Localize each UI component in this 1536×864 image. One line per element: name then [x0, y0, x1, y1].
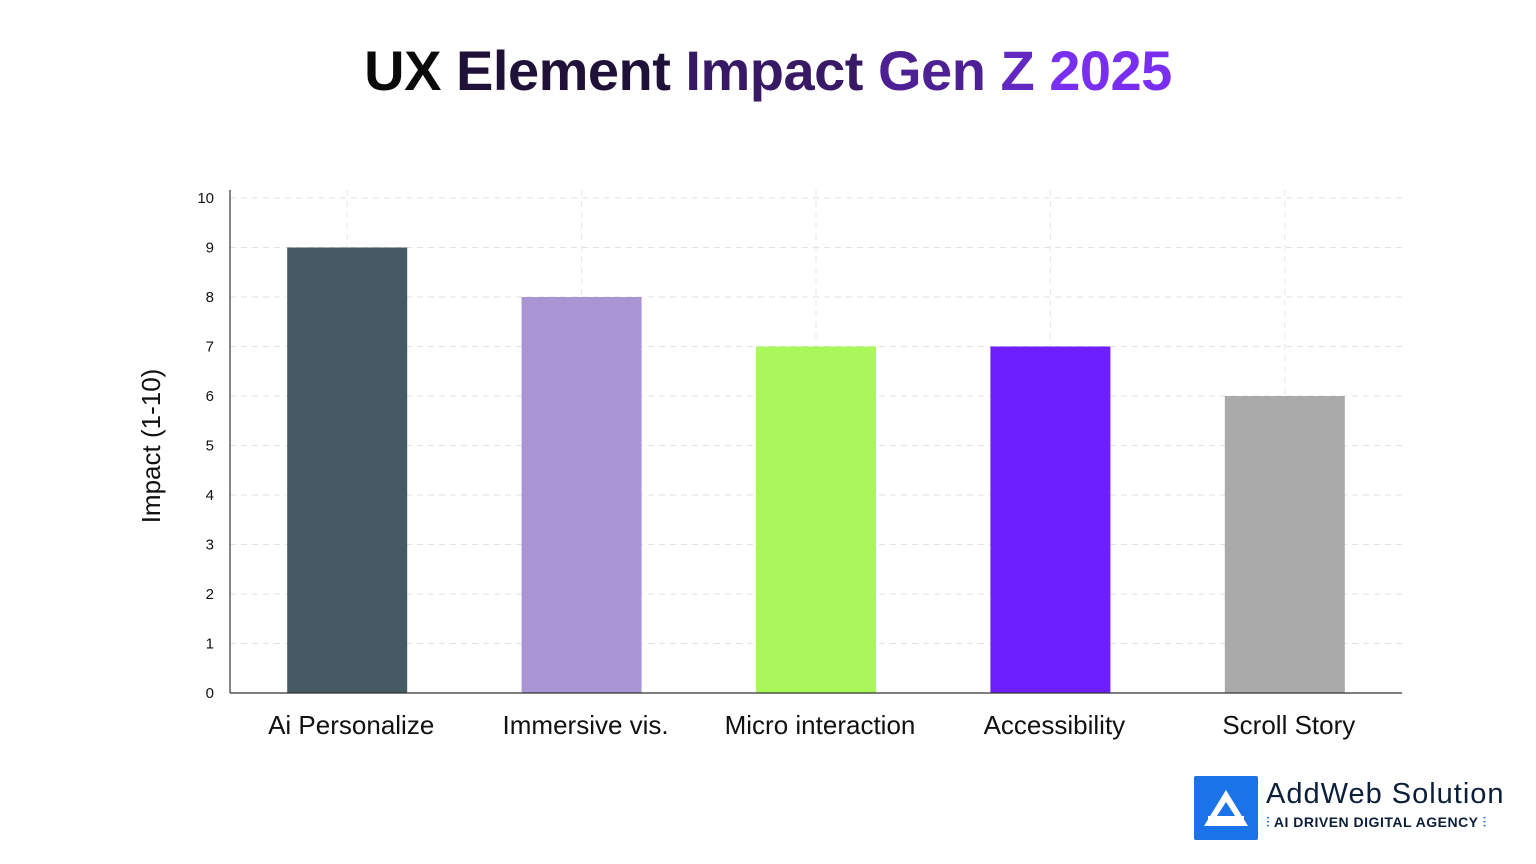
bar [1224, 396, 1345, 693]
x-category-label: Ai Personalize [268, 710, 434, 740]
y-tick-label: 1 [206, 636, 214, 653]
y-tick-label: 8 [206, 289, 214, 306]
y-tick-label: 3 [206, 537, 214, 554]
bar [521, 297, 642, 693]
brand-tagline: AI DRIVEN DIGITAL AGENCY [1273, 814, 1479, 830]
x-category-label: Micro interaction [725, 710, 916, 740]
x-category-labels: Ai Personalize Immersive vis. Micro intera… [268, 710, 1355, 740]
speed-lines-icon: ⫶ [1266, 814, 1270, 830]
y-tick-label: 9 [206, 240, 214, 257]
y-tick-label: 0 [206, 685, 214, 702]
title-word: 2025 [1034, 39, 1172, 102]
bar-chart: 0 1 2 3 4 5 6 7 8 9 10 Ai Personalize Immersive vis… [136, 190, 1402, 740]
y-tick-label: 2 [206, 586, 214, 603]
title-word: Z [985, 39, 1035, 102]
brand-name: AddWeb Solution [1266, 778, 1505, 810]
bar [990, 346, 1111, 693]
y-tick-label: 5 [206, 438, 214, 455]
y-axis-label: Impact (1-10) [136, 369, 166, 524]
speed-lines-icon: ⫶ [1482, 814, 1487, 830]
bar-series [287, 247, 1345, 693]
axes [229, 190, 1402, 694]
bar [287, 247, 408, 693]
title-word: Element [440, 39, 671, 102]
chart-title: UX Element Impact Gen Z 2025 [0, 38, 1536, 103]
bar [756, 346, 876, 693]
x-category-label: Accessibility [984, 710, 1126, 740]
title-word: UX [364, 39, 441, 102]
brand-logo: AddWeb Solution ⫶ AI DRIVEN DIGITAL AGEN… [1194, 776, 1514, 840]
y-tick-label: 7 [206, 339, 214, 356]
y-tick-label: 10 [197, 190, 214, 207]
title-word: Impact [670, 39, 863, 102]
y-tick-label: 6 [206, 388, 214, 405]
x-category-label: Scroll Story [1222, 710, 1355, 740]
title-word: Gen [862, 39, 986, 102]
triangle-a-logo-icon [1194, 776, 1258, 840]
x-category-label: Immersive vis. [503, 710, 669, 740]
y-tick-label: 4 [206, 487, 214, 504]
y-tick-labels: 0 1 2 3 4 5 6 7 8 9 10 [197, 190, 214, 702]
